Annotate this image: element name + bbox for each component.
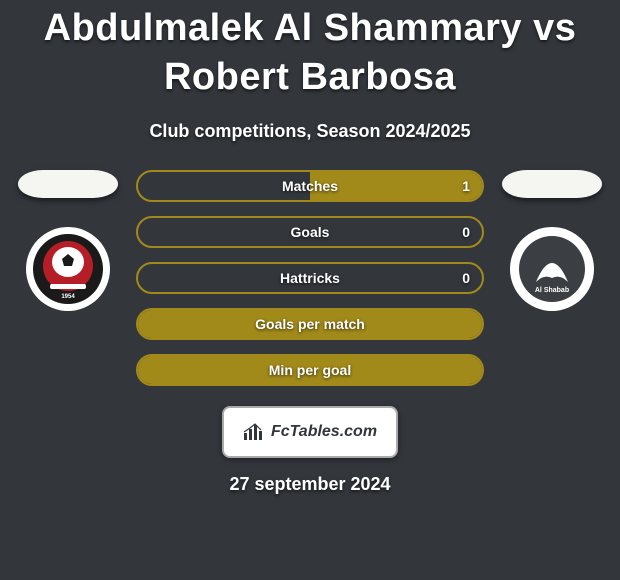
- stat-value-right: 0: [462, 224, 470, 240]
- source-label: FcTables.com: [271, 423, 377, 441]
- right-side: Al Shabab: [502, 170, 602, 312]
- subtitle: Club competitions, Season 2024/2025: [0, 121, 620, 142]
- right-flag: [502, 170, 602, 198]
- stats-column: Matches 1 Goals 0 Hattricks 0 Goals per match M…: [136, 170, 484, 386]
- crest-text: Al Shabab: [535, 287, 569, 294]
- stat-value-right: 0: [462, 270, 470, 286]
- left-flag: [18, 170, 118, 198]
- stat-row: Matches 1: [136, 170, 484, 202]
- right-crest: Al Shabab: [502, 226, 602, 312]
- stat-row: Goals 0: [136, 216, 484, 248]
- stat-label: Min per goal: [269, 362, 351, 378]
- stat-label: Matches: [282, 178, 338, 194]
- date-label: 27 september 2024: [0, 474, 620, 495]
- stat-row: Goals per match: [136, 308, 484, 340]
- stat-value-right: 1: [462, 178, 470, 194]
- crest-banner: [50, 284, 86, 289]
- stat-row: Min per goal: [136, 354, 484, 386]
- source-badge: FcTables.com: [222, 406, 398, 458]
- comparison-panel: 1954 Matches 1 Goals 0 Hattricks 0 Goals per m…: [0, 170, 620, 386]
- left-crest: 1954: [18, 226, 118, 312]
- stat-row: Hattricks 0: [136, 262, 484, 294]
- stat-label: Hattricks: [280, 270, 340, 286]
- stat-label: Goals: [291, 224, 330, 240]
- bar-chart-icon: [243, 423, 265, 441]
- crest-year: 1954: [61, 294, 75, 300]
- page-title: Abdulmalek Al Shammary vs Robert Barbosa: [0, 0, 620, 103]
- left-side: 1954: [18, 170, 118, 312]
- stat-label: Goals per match: [255, 316, 365, 332]
